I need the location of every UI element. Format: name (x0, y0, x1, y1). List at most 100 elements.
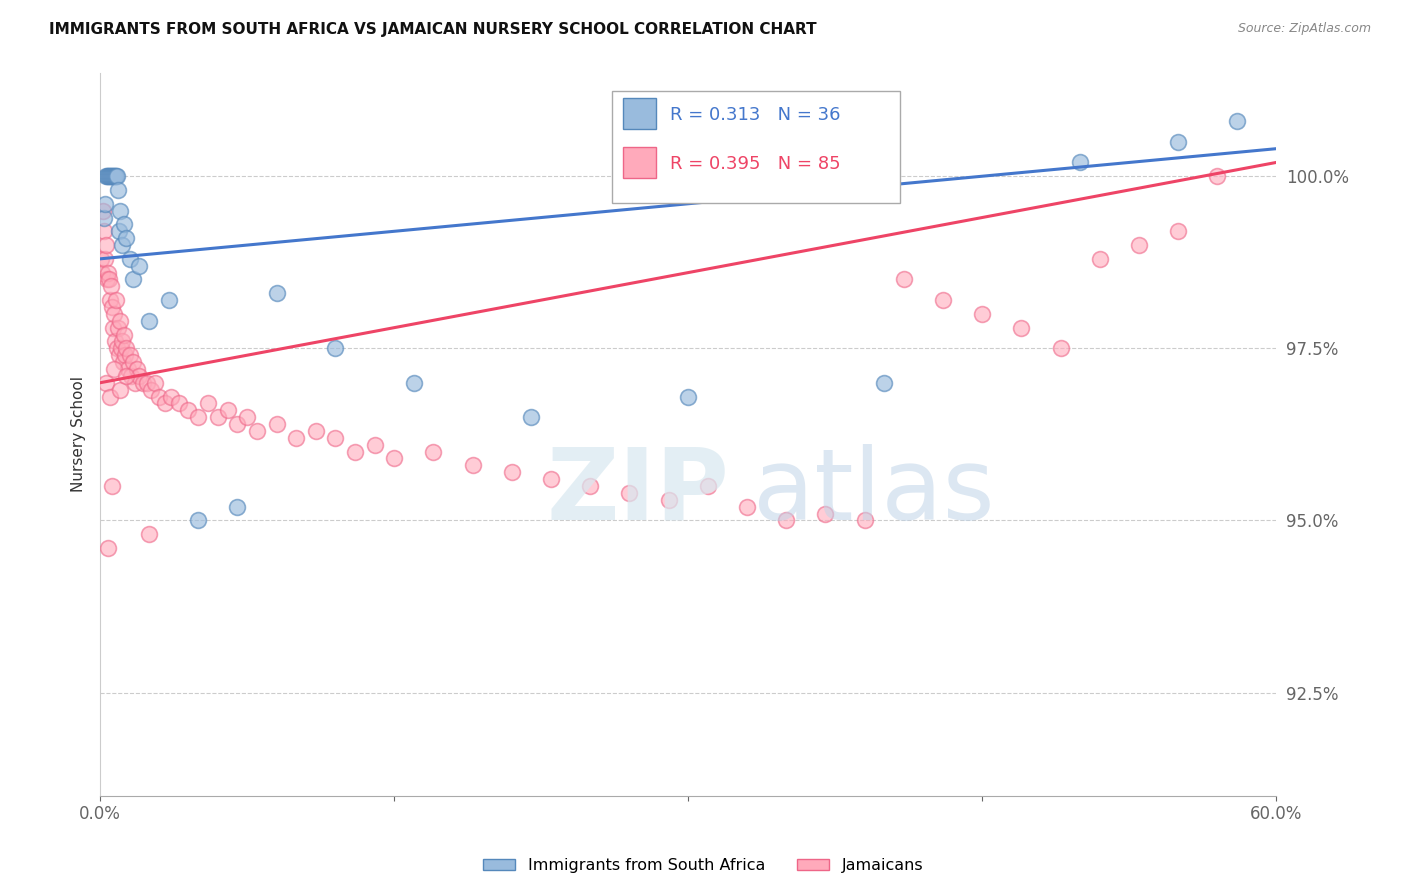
Point (104, 293, 127, 307)
Point (114, 348, 136, 362)
Point (107, 348, 129, 362)
Point (1206, 169, 1229, 184)
Point (932, 293, 955, 307)
Text: R = 0.395   N = 85: R = 0.395 N = 85 (671, 154, 841, 173)
Y-axis label: Nursery School: Nursery School (72, 376, 86, 492)
Point (579, 479, 602, 493)
Point (114, 231, 136, 245)
Point (893, 272, 915, 286)
Point (122, 272, 145, 286)
Point (97, 541, 120, 555)
Point (735, 500, 758, 514)
Legend: Immigrants from South Africa, Jamaicans: Immigrants from South Africa, Jamaicans (477, 852, 929, 880)
Point (159, 390, 181, 404)
Point (1049, 341, 1071, 355)
Point (143, 376, 166, 390)
Point (139, 383, 162, 397)
Text: atlas: atlas (752, 443, 994, 541)
Bar (623, 147, 657, 178)
Point (1167, 224, 1189, 238)
Point (105, 341, 128, 355)
Point (93, 224, 115, 238)
Point (657, 492, 679, 507)
Point (1226, 114, 1249, 128)
Point (118, 252, 141, 266)
Point (266, 417, 288, 431)
Point (124, 376, 146, 390)
Point (111, 334, 134, 349)
Point (104, 169, 127, 184)
Point (111, 355, 134, 369)
Point (343, 444, 366, 458)
Point (107, 224, 129, 238)
Point (207, 410, 229, 425)
Point (132, 376, 155, 390)
Point (97, 169, 120, 184)
Point (153, 396, 176, 410)
Point (108, 203, 131, 218)
Point (91, 266, 114, 280)
Point (103, 362, 125, 376)
Point (97, 266, 120, 280)
Point (148, 390, 170, 404)
Point (266, 286, 288, 301)
Text: R = 0.313   N = 36: R = 0.313 N = 36 (671, 105, 841, 123)
Point (138, 527, 160, 541)
Point (323, 431, 346, 445)
Point (112, 218, 135, 232)
Point (128, 368, 150, 383)
Point (94, 376, 117, 390)
FancyBboxPatch shape (612, 91, 900, 203)
Point (94, 196, 117, 211)
Point (217, 403, 239, 417)
Point (122, 355, 145, 369)
Point (101, 169, 124, 184)
Point (1088, 252, 1111, 266)
Point (121, 368, 143, 383)
Point (676, 390, 699, 404)
Point (285, 431, 308, 445)
Point (461, 458, 484, 473)
Point (111, 238, 134, 252)
Point (114, 368, 136, 383)
Text: Source: ZipAtlas.com: Source: ZipAtlas.com (1237, 22, 1371, 36)
Point (382, 451, 405, 466)
Point (101, 300, 124, 314)
Text: ZIP: ZIP (547, 443, 730, 541)
Point (187, 410, 209, 425)
Point (97, 272, 120, 286)
Point (118, 348, 141, 362)
Point (97, 169, 120, 184)
Point (90, 252, 112, 266)
Point (814, 507, 837, 521)
Point (100, 279, 122, 293)
Point (323, 341, 346, 355)
Point (972, 307, 994, 321)
Point (112, 327, 135, 342)
Point (246, 424, 269, 438)
Point (94, 169, 117, 184)
Point (98, 390, 121, 404)
Point (94, 252, 117, 266)
Text: IMMIGRANTS FROM SOUTH AFRICA VS JAMAICAN NURSERY SCHOOL CORRELATION CHART: IMMIGRANTS FROM SOUTH AFRICA VS JAMAICAN… (49, 22, 817, 37)
Point (98, 169, 121, 184)
Point (104, 169, 127, 184)
Point (1010, 320, 1032, 334)
Point (187, 513, 209, 527)
Point (873, 376, 896, 390)
Point (138, 314, 160, 328)
Bar (623, 98, 657, 128)
Point (619, 486, 641, 500)
Point (197, 396, 219, 410)
Point (540, 472, 562, 486)
Point (696, 479, 718, 493)
Point (108, 314, 131, 328)
Point (236, 410, 259, 425)
Point (110, 341, 132, 355)
Point (853, 513, 876, 527)
Point (157, 293, 180, 307)
Point (775, 513, 797, 527)
Point (1128, 238, 1150, 252)
Point (96, 169, 118, 184)
Point (108, 383, 131, 397)
